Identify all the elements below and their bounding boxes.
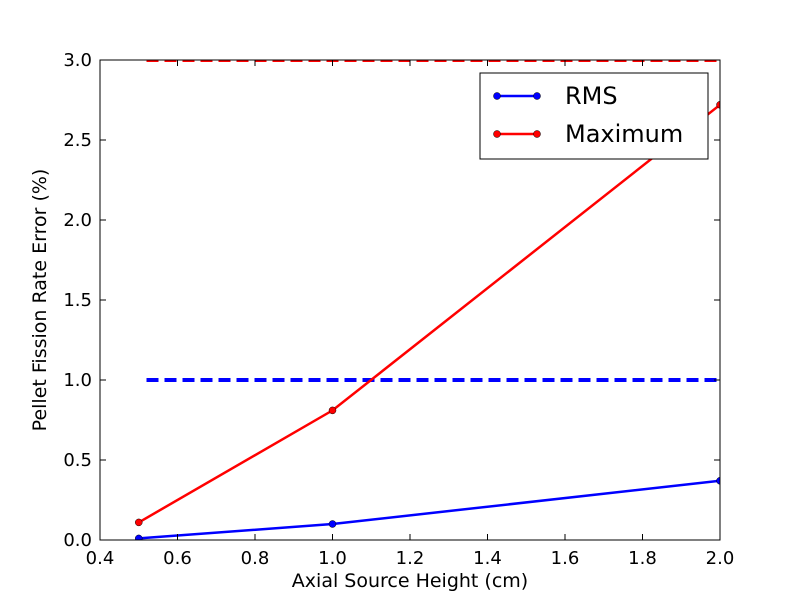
legend-box xyxy=(479,72,709,160)
y-tick-label: 2.0 xyxy=(63,210,92,231)
y-tick-label: 1.5 xyxy=(63,290,92,311)
y-tick-label: 2.5 xyxy=(63,130,92,151)
x-tick-label: 1.6 xyxy=(551,548,580,569)
x-tick-label: 1.2 xyxy=(396,548,425,569)
x-axis-label: Axial Source Height (cm) xyxy=(292,570,528,592)
y-tick-label: 3.0 xyxy=(63,50,92,71)
legend-marker-rms xyxy=(493,92,501,100)
data-point-rms xyxy=(716,477,720,485)
y-tick-label: 0.5 xyxy=(63,450,92,471)
y-axis-label: Pellet Fission Rate Error (%) xyxy=(29,169,51,432)
data-point-rms xyxy=(135,534,143,540)
legend-marker-maximum xyxy=(533,130,541,138)
data-point-rms xyxy=(328,520,337,528)
data-point-maximum xyxy=(135,518,143,527)
y-tick-label: 0.0 xyxy=(63,530,92,551)
legend-marker-maximum xyxy=(493,130,501,138)
legend: RMS Maximum xyxy=(479,72,709,160)
x-tick-label: 1.4 xyxy=(473,548,502,569)
y-tick-label: 1.0 xyxy=(63,370,92,391)
legend-label-rms: RMS xyxy=(565,82,618,110)
x-tick-label: 0.8 xyxy=(241,548,270,569)
x-tick-label: 1.0 xyxy=(318,548,347,569)
data-point-maximum xyxy=(716,101,720,109)
x-tick-label: 1.8 xyxy=(628,548,657,569)
data-point-maximum xyxy=(328,406,337,415)
legend-marker-rms xyxy=(533,92,541,100)
x-tick-label: 0.6 xyxy=(163,548,192,569)
legend-label-maximum: Maximum xyxy=(565,120,683,148)
x-tick-label: 2.0 xyxy=(706,548,735,569)
x-tick-label: 0.4 xyxy=(86,548,115,569)
